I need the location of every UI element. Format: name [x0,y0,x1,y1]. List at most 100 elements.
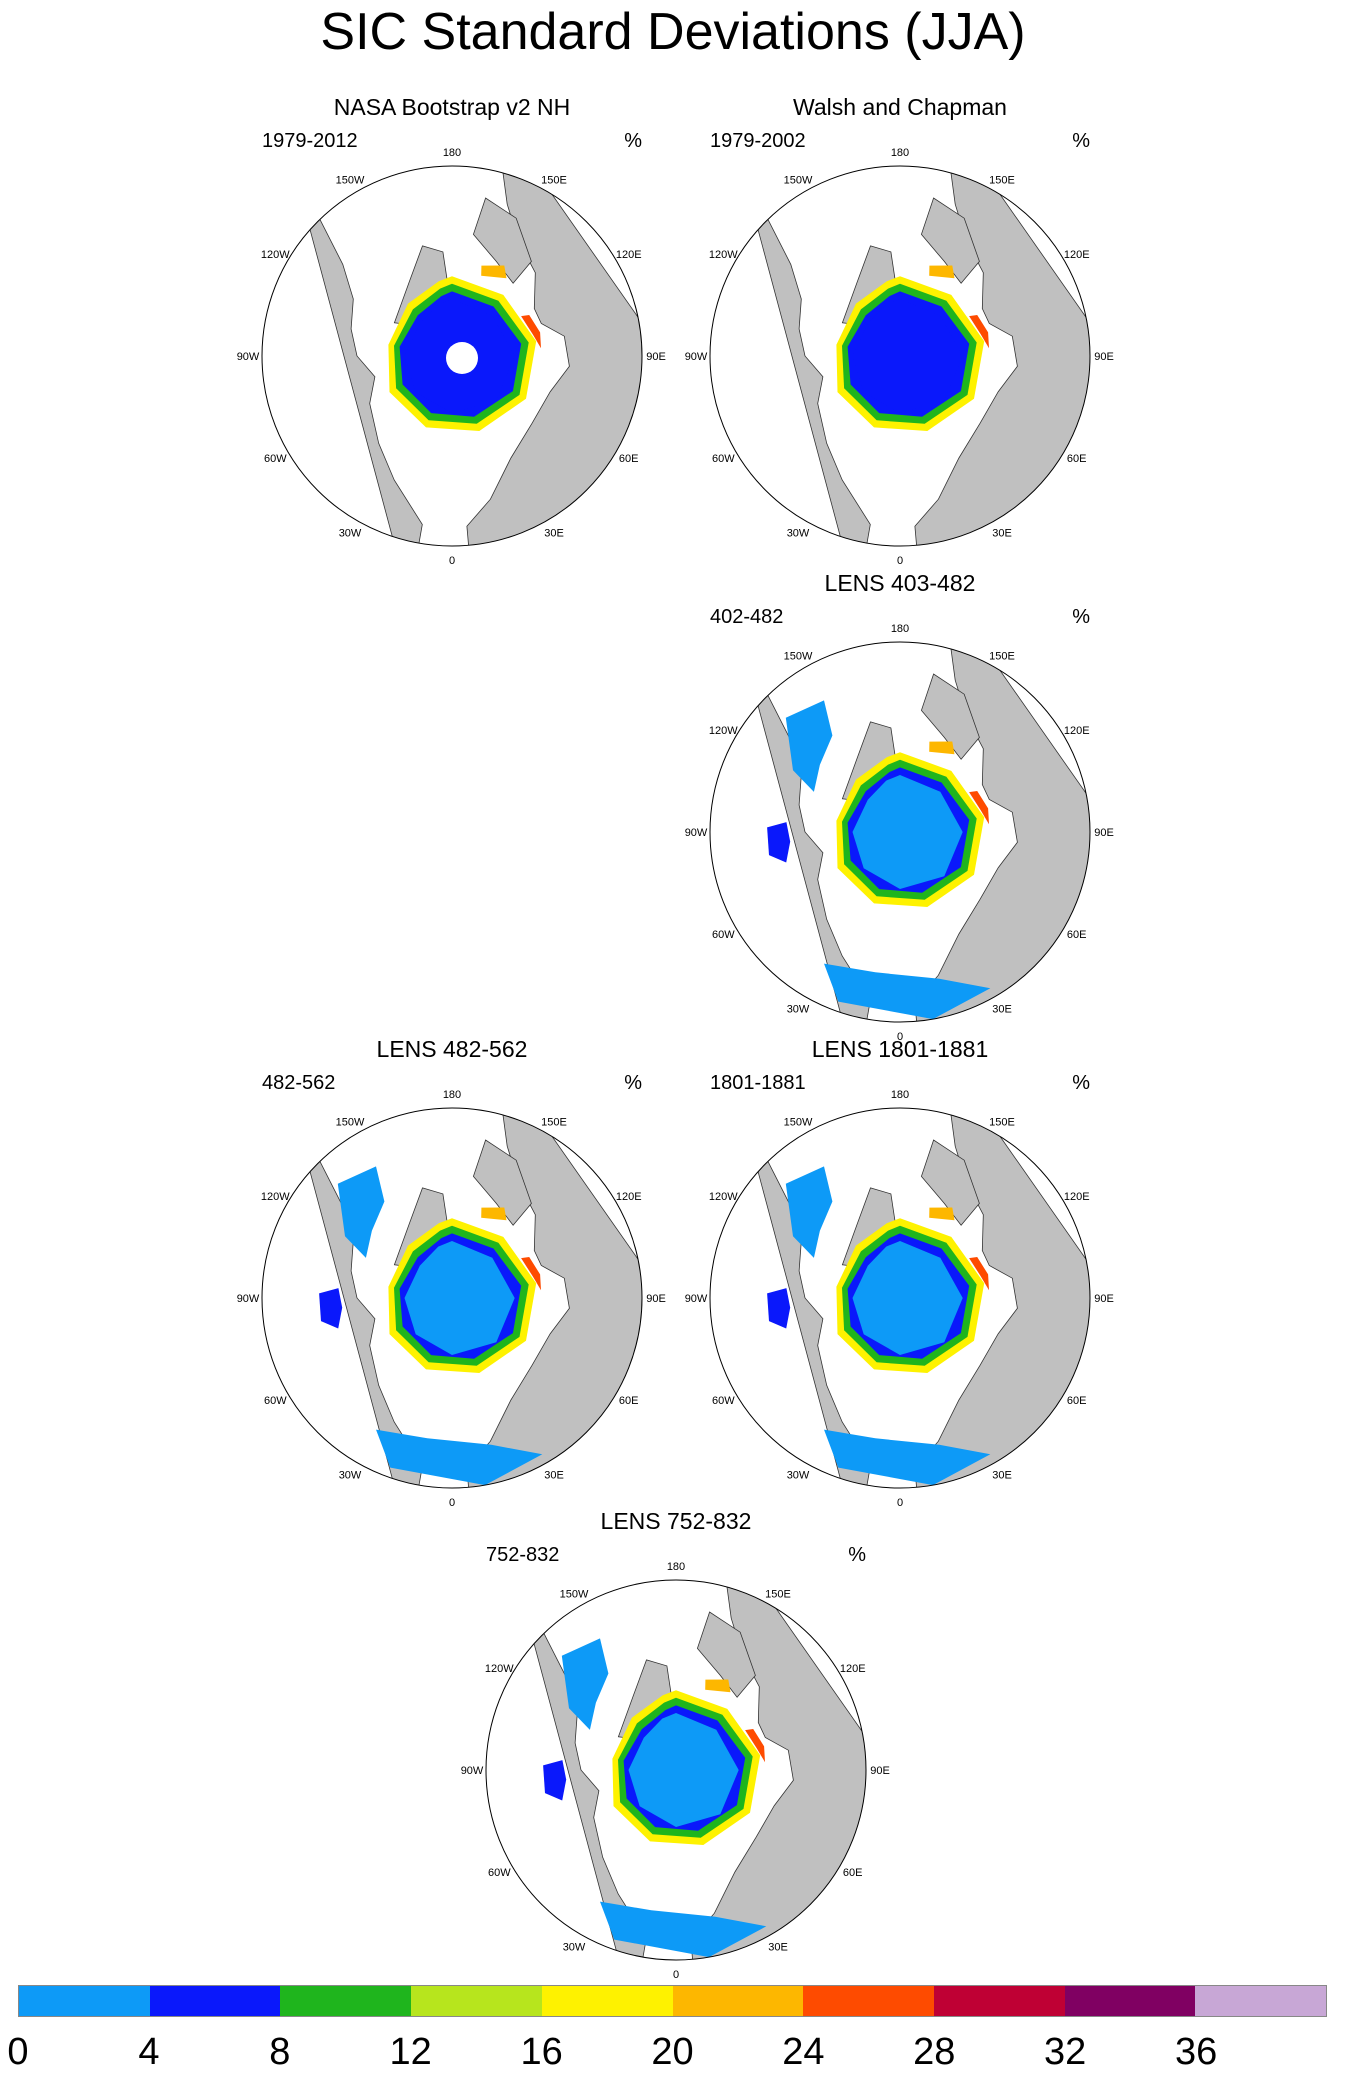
map-layers [740,166,1090,546]
longitude-label: 120W [709,1191,738,1203]
polar-map: 180 150E 120E 90E 60E 30E 0 30W 60W 90W 120W 150W [237,1089,666,1506]
longitude-label: 60W [712,1395,735,1407]
longitude-label: 150W [336,174,365,186]
ice-hudson-bay [767,1288,791,1329]
longitude-label: 180 [891,623,909,635]
polar-map: 180 150E 120E 90E 60E 30E 0 30W 60W 90W 120W 150W [685,1089,1114,1506]
ice-central-pack [852,1241,963,1355]
ice-high-kara [969,315,989,349]
longitude-label: 150E [989,174,1015,186]
landmass-scandinavia [920,197,980,284]
ice-high-greenland-sea [481,1207,507,1221]
ice-central-pack [628,1713,739,1827]
longitude-label: 90W [237,1293,260,1305]
landmass-scandinavia [472,1139,532,1226]
longitude-label: 30E [544,528,564,540]
longitude-label: 30W [339,1470,362,1482]
panel-unit: % [624,130,642,152]
colorbar-segment [149,1986,281,2016]
colorbar-segment [19,1986,150,2016]
landmass-scandinavia [920,1139,980,1226]
longitude-label: 0 [449,555,455,564]
longitude-label: 60W [264,453,287,465]
longitude-label: 0 [897,555,903,564]
longitude-label: 60E [843,1867,863,1879]
map-panel-nasa-bootstrap: NASA Bootstrap v2 NH 1979-2012 % 180 150E… [222,94,682,564]
map-panel-walsh-chapman: Walsh and Chapman 1979-2002 % 180 150E 120… [670,94,1130,564]
longitude-label: 30W [787,1004,810,1016]
longitude-label: 60E [1067,453,1087,465]
longitude-label: 90E [646,351,666,363]
ice-high-greenland-sea [481,265,507,279]
polar-map: 180 150E 120E 90E 60E 30E 0 30W 60W 90W 120W 150W [237,147,666,564]
longitude-label: 90E [870,1765,890,1777]
map-layers [740,1108,1090,1488]
colorbar-segment [803,1986,934,2016]
longitude-label: 180 [443,1089,461,1101]
ice-high-greenland-sea [705,1679,731,1693]
ice-hudson-bay [319,1288,343,1329]
longitude-label: 120E [1064,1191,1090,1203]
longitude-label: 150W [784,174,813,186]
panel-period: 482-562 [262,1072,336,1094]
colorbar-segment [280,1986,412,2016]
longitude-label: 60W [264,1395,287,1407]
ice-high-kara [521,1257,541,1291]
map-frame [709,165,1091,547]
ice-bering-okhotsk [600,1901,767,1958]
ice-high-kara [745,1729,765,1763]
panel-unit: % [624,1072,642,1094]
ice-hudson-bay [543,1760,567,1801]
longitude-label: 90W [237,351,260,363]
longitude-label: 120W [709,249,738,261]
longitude-label: 90W [685,1293,708,1305]
landmass-scandinavia [696,1611,756,1698]
ice-high-kara [521,315,541,349]
longitude-label: 30E [992,528,1012,540]
longitude-label: 0 [897,1031,903,1040]
panel-unit: % [848,1544,866,1566]
longitude-label: 180 [891,147,909,159]
ice-high-greenland-sea [929,1207,955,1221]
longitude-label: 180 [443,147,461,159]
panel-title: LENS 482-562 [376,1036,528,1062]
colorbar-tick-label: 4 [138,2031,160,2073]
longitude-label: 120E [616,1191,642,1203]
ice-labrador [561,1638,609,1730]
panel-period: 402-482 [710,606,784,628]
panel-period: 1801-1881 [710,1072,806,1094]
landmass-scandinavia [472,197,532,284]
colorbar-segment [933,1986,1065,2016]
longitude-label: 90E [646,1293,666,1305]
longitude-label: 30E [992,1004,1012,1016]
colorbar [18,1985,1327,2017]
panel-period: 1979-2012 [262,130,358,152]
ice-high-kara [969,791,989,825]
panel-title: LENS 752-832 [600,1508,752,1534]
longitude-label: 150W [784,1116,813,1128]
longitude-label: 120E [616,249,642,261]
longitude-label: 180 [891,1089,909,1101]
ice-labrador [337,1166,385,1258]
longitude-label: 150W [560,1588,589,1600]
longitude-label: 60W [488,1867,511,1879]
longitude-label: 120W [261,1191,290,1203]
colorbar-tick-label: 28 [913,2031,956,2073]
ice-labrador [785,1166,833,1258]
map-panel-lens-1801-1881: LENS 1801-1881 1801-1881 % 180 150E 120E 90… [670,1036,1130,1506]
colorbar-tick-label: 16 [520,2031,563,2073]
longitude-label: 30E [992,1470,1012,1482]
longitude-label: 120E [1064,725,1090,737]
map-layers [292,166,642,546]
ice-high-kara [969,1257,989,1291]
colorbar-tick-label: 32 [1044,2031,1087,2073]
colorbar-tick-label: 12 [389,2031,432,2073]
longitude-label: 150E [989,1116,1015,1128]
ice-bering-okhotsk [824,1429,991,1486]
landmass-north-america [740,166,871,546]
longitude-label: 0 [897,1497,903,1506]
colorbar-tick-label: 8 [269,2031,291,2073]
map-panel-lens-403-482: LENS 403-482 402-482 % 180 150E 120E 90E 60E… [670,570,1130,1040]
longitude-label: 30E [768,1942,788,1954]
longitude-label: 60E [1067,929,1087,941]
